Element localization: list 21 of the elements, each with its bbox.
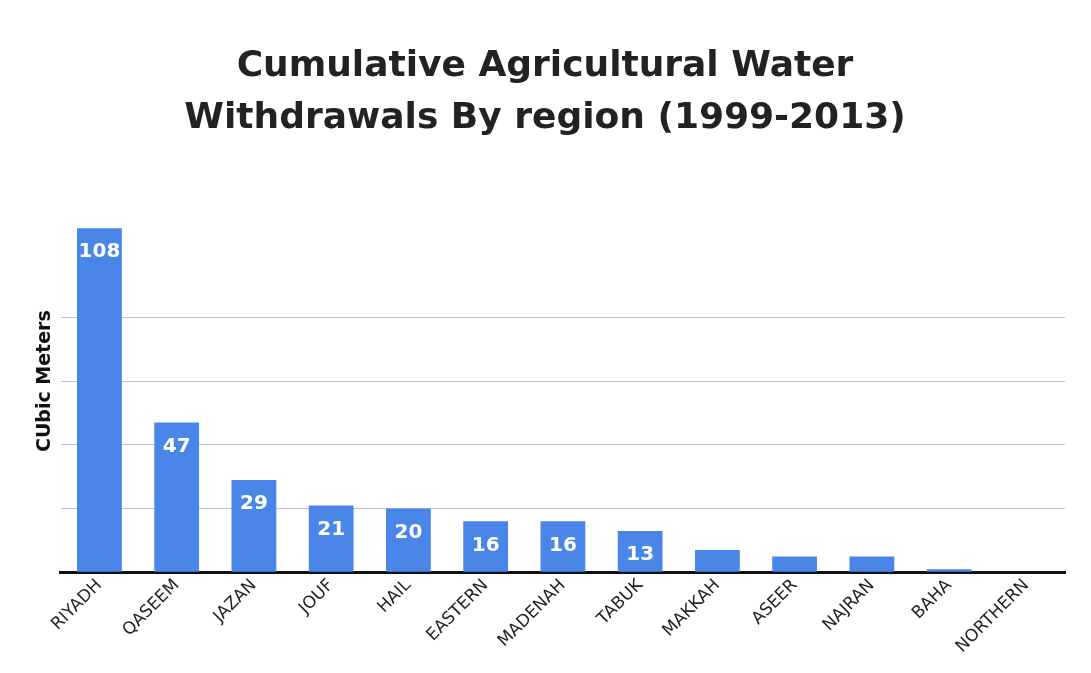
data-label: 29 bbox=[239, 490, 268, 515]
bar bbox=[772, 556, 818, 572]
bar bbox=[386, 508, 431, 572]
data-label: 20 bbox=[394, 518, 423, 543]
bar bbox=[540, 521, 586, 572]
data-label: 21 bbox=[317, 515, 346, 540]
bar bbox=[154, 422, 200, 572]
y-axis-title: CUbic Meters bbox=[32, 310, 55, 453]
data-label: 16 bbox=[548, 531, 577, 556]
bar bbox=[694, 550, 740, 572]
data-label: 13 bbox=[626, 541, 655, 566]
bar bbox=[231, 479, 277, 572]
data-label: 47 bbox=[162, 432, 191, 457]
chart-title: Cumulative Agricultural Water Withdrawals By region (1999-2013) bbox=[183, 42, 907, 138]
bar bbox=[463, 521, 509, 572]
bar bbox=[77, 228, 122, 572]
bar bbox=[308, 505, 354, 572]
data-label: 16 bbox=[471, 531, 500, 556]
data-label: 108 bbox=[78, 238, 121, 263]
bar bbox=[849, 556, 895, 572]
bar bbox=[926, 569, 972, 572]
